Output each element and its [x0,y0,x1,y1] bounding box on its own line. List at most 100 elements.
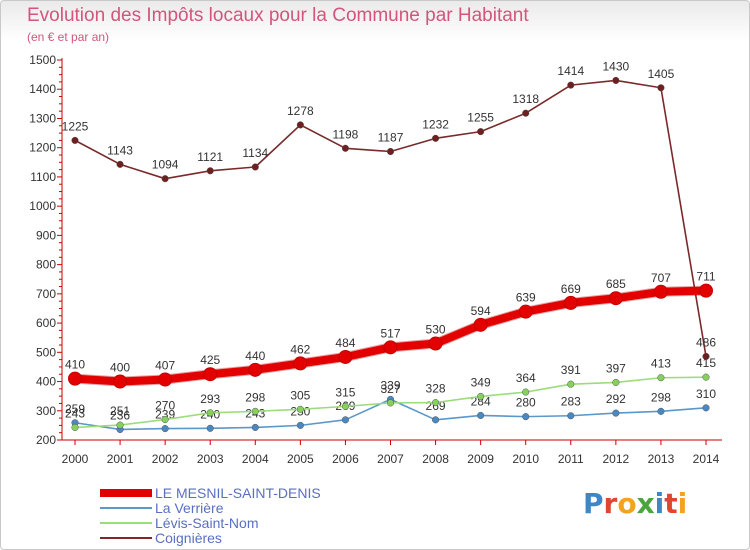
data-point [383,340,398,355]
data-point [206,167,214,175]
data-point [251,407,259,415]
data-label: 283 [561,395,581,409]
x-tick-label: 2010 [512,452,539,466]
legend-label: Lévis-Saint-Nom [155,515,259,531]
data-point [702,373,710,381]
data-point [612,76,620,85]
y-tick-label: 600 [36,316,56,330]
data-point [657,407,665,415]
y-tick-label: 1100 [30,170,56,184]
data-point [432,134,440,142]
data-label: 707 [651,271,671,285]
data-label: 410 [65,358,85,372]
data-label: 293 [200,392,220,406]
series-0: 410 400 407 425 440 462 484 517 530 594 639 669 685 7… [65,270,716,389]
data-point [113,374,128,389]
data-label: 328 [426,382,446,396]
legend-label: Coignières [155,530,222,546]
x-tick-label: 2001 [107,452,134,466]
data-point [293,356,308,371]
y-tick-label: 800 [36,258,56,272]
data-point [428,336,443,351]
data-label: 243 [65,406,85,420]
data-label: 1414 [557,64,584,78]
logo-letter: o [617,487,637,520]
legend-label: LE MESNIL-SAINT-DENIS [155,485,321,501]
data-label: 415 [696,356,716,370]
data-label: 413 [651,357,671,371]
y-tick-label: 300 [36,404,56,418]
data-point [251,423,259,431]
y-tick-label: 400 [36,375,56,389]
legend-swatch [100,537,152,539]
data-label: 1225 [62,119,89,133]
data-label: 517 [380,326,400,340]
data-label: 462 [290,342,310,356]
y-tick-label: 900 [36,228,56,242]
data-label: 1430 [603,59,630,73]
data-point [567,380,575,388]
data-point [341,416,349,424]
data-label: 280 [516,396,536,410]
data-point [522,109,530,117]
legend-swatch [100,489,152,497]
data-point [161,425,169,433]
data-label: 305 [290,388,310,402]
data-label: 1143 [107,143,133,157]
data-point [477,128,485,136]
data-point [657,84,665,92]
x-tick-label: 2009 [467,452,494,466]
data-label: 364 [516,371,536,385]
data-point [522,413,530,421]
data-point [477,411,485,419]
data-point [653,284,668,299]
logo-letter: r [603,487,618,520]
data-label: 1198 [333,127,359,141]
y-tick-label: 1400 [29,82,56,96]
data-point [296,121,304,129]
data-point [206,424,214,432]
data-label: 1232 [422,117,449,131]
data-point [432,399,440,407]
data-point [699,283,713,298]
logo-letter: x [636,487,655,520]
chart-subtitle: (en € et par an) [27,30,110,44]
data-point [612,409,620,417]
data-point [161,415,169,424]
x-tick-label: 2005 [287,452,314,466]
data-label: 1405 [648,67,675,81]
data-label: 685 [606,277,626,291]
x-tick-label: 2012 [603,452,630,466]
data-label: 391 [561,363,581,377]
data-label: 1094 [152,158,179,172]
legend-swatch [100,522,152,524]
y-tick-label: 500 [36,345,56,359]
data-point [522,388,530,396]
legend-swatch [100,507,152,509]
data-label: 397 [606,361,626,375]
data-label: 349 [471,375,491,389]
series-3: 1225 1143 1094 1121 1134 1278 1198 1187 1232 1255… [62,59,716,360]
data-point [473,317,488,332]
data-label: 1255 [467,111,494,125]
y-tick-label: 1000 [29,199,56,213]
y-tick-label: 200 [36,433,56,447]
x-tick-label: 2008 [422,452,449,466]
y-tick-label: 1500 [29,53,56,67]
y-tick-label: 1300 [29,111,56,125]
x-tick-label: 2003 [197,452,224,466]
data-label: 1121 [197,150,223,164]
data-label: 292 [606,392,626,406]
series-line [74,79,707,357]
legend-label: La Verrière [155,500,224,516]
data-point [71,136,79,144]
data-point [608,291,623,306]
data-point [71,423,79,431]
data-label: 1187 [378,130,404,144]
data-label: 425 [200,353,220,367]
data-label: 1318 [512,92,539,106]
data-point [296,405,304,413]
x-tick-label: 2000 [62,452,89,466]
